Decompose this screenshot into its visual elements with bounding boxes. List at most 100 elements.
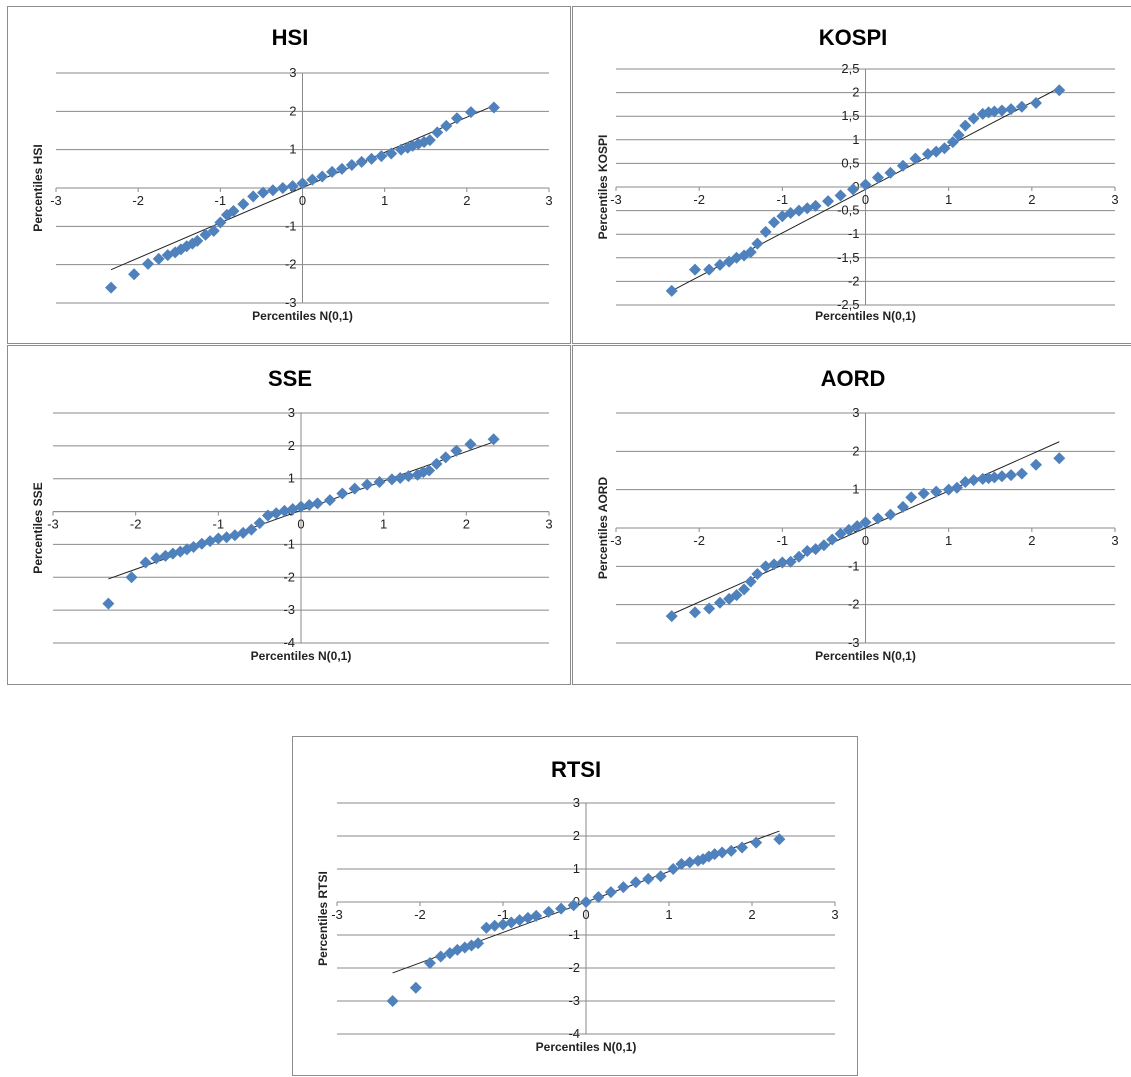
x-tick-label: 2	[1028, 192, 1035, 207]
data-point	[689, 606, 702, 619]
data-point	[214, 216, 227, 229]
data-point	[822, 195, 835, 208]
data-point	[1053, 452, 1066, 465]
chart-panel-kospi: KOSPI2,521,510,50-0,5-1-1,5-2-2,5-3-2-10…	[572, 6, 1131, 344]
data-point	[402, 470, 415, 483]
x-tick-label: 3	[545, 517, 552, 532]
x-tick-label: -1	[777, 533, 789, 548]
data-point	[1005, 103, 1018, 116]
data-point	[555, 902, 568, 915]
data-point	[450, 112, 463, 125]
chart-title: HSI	[272, 25, 309, 50]
y-tick-label: -1,5	[837, 250, 859, 265]
data-point	[759, 225, 772, 238]
x-tick-label: 0	[297, 517, 304, 532]
data-point	[1005, 469, 1018, 482]
x-tick-label: 3	[1111, 192, 1118, 207]
data-point	[385, 473, 398, 486]
data-point	[642, 872, 655, 885]
y-axis-label: Percentiles RTSI	[316, 871, 330, 966]
data-point	[278, 504, 291, 517]
x-tick-label: -1	[777, 192, 789, 207]
data-point	[464, 106, 477, 119]
chart-title: RTSI	[551, 757, 601, 782]
data-point	[431, 126, 444, 139]
x-tick-label: 2	[463, 193, 470, 208]
x-tick-label: -3	[610, 192, 622, 207]
data-point	[451, 943, 464, 956]
data-point	[464, 438, 477, 451]
data-point	[166, 547, 179, 560]
data-point	[439, 451, 452, 464]
chart-title: AORD	[821, 366, 886, 391]
x-tick-label: -1	[213, 517, 225, 532]
data-point	[276, 182, 289, 194]
data-point	[345, 159, 358, 171]
data-point	[480, 921, 493, 934]
data-point	[227, 205, 240, 217]
data-point	[152, 252, 165, 265]
data-point	[959, 119, 972, 132]
data-point	[139, 556, 152, 569]
data-point	[142, 257, 155, 270]
x-tick-label: -3	[47, 517, 59, 532]
data-point	[604, 886, 617, 899]
data-point	[336, 487, 349, 500]
data-point	[942, 483, 955, 496]
data-point	[306, 173, 319, 186]
data-point	[423, 134, 436, 147]
data-point	[703, 602, 716, 615]
data-point	[773, 833, 786, 846]
data-point	[303, 499, 316, 511]
y-tick-label: 2	[573, 828, 580, 843]
data-point	[150, 552, 163, 565]
data-point	[750, 836, 763, 849]
y-tick-label: 0,5	[841, 155, 859, 170]
y-tick-label: 2	[852, 443, 859, 458]
y-tick-label: 3	[573, 795, 580, 810]
data-point	[723, 592, 736, 605]
x-tick-label: -1	[215, 193, 227, 208]
data-point	[952, 129, 965, 142]
data-point	[716, 846, 729, 859]
data-point	[629, 876, 642, 889]
data-point	[736, 841, 749, 854]
x-tick-label: 3	[831, 907, 838, 922]
data-point	[1029, 96, 1042, 109]
data-point	[730, 251, 743, 264]
x-tick-label: 1	[665, 907, 672, 922]
y-tick-label: -1	[283, 536, 295, 551]
data-point	[487, 433, 500, 446]
data-point	[253, 517, 266, 530]
x-tick-label: -2	[693, 192, 705, 207]
data-point	[125, 571, 138, 584]
data-point	[896, 500, 909, 513]
data-point	[784, 206, 797, 219]
y-tick-label: 2,5	[841, 61, 859, 76]
chart-svg-kospi: KOSPI2,521,510,50-0,5-1-1,5-2-2,5-3-2-10…	[596, 25, 1119, 323]
data-point	[905, 491, 918, 504]
x-tick-label: -3	[50, 193, 62, 208]
data-point	[909, 152, 922, 165]
data-point	[497, 918, 509, 931]
data-point	[361, 478, 374, 491]
x-tick-label: -2	[132, 193, 144, 208]
data-point	[296, 177, 309, 190]
data-point	[1029, 458, 1042, 471]
data-point	[776, 556, 789, 569]
y-tick-label: -2,5	[837, 297, 859, 312]
data-point	[689, 263, 702, 276]
data-point	[982, 472, 995, 485]
x-axis-label: Percentiles N(0,1)	[251, 649, 352, 663]
y-tick-label: -3	[283, 602, 295, 617]
x-tick-label: 0	[862, 533, 869, 548]
y-axis-label: Percentiles HSI	[31, 144, 45, 231]
data-point	[521, 911, 534, 924]
x-tick-label: -3	[331, 907, 343, 922]
data-point	[257, 186, 270, 199]
data-point	[316, 170, 329, 183]
data-point	[697, 853, 710, 866]
data-point	[128, 268, 141, 281]
data-point	[967, 112, 980, 125]
